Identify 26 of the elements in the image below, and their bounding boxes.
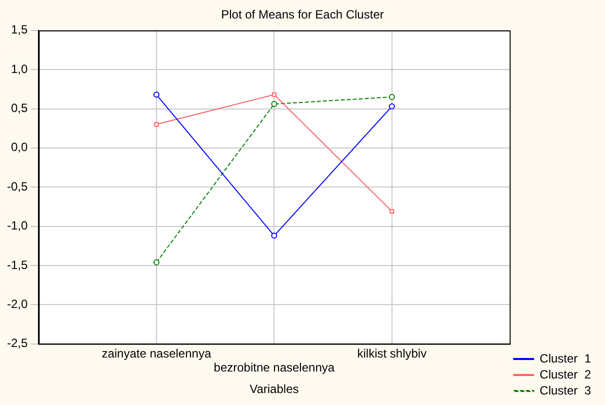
y-tick-label: 0,0 [10,140,28,154]
legend-label: Cluster 3 [540,383,592,398]
x-tick-label: bezrobitne naselennya [214,360,335,375]
point [153,92,160,98]
x-tick-label: zainyate naselennya [102,346,212,360]
y-tick-label: -2,5 [6,336,28,350]
point [388,103,395,110]
point [154,122,159,127]
chart-title: Plot of Means for Each Cluster [221,8,384,22]
y-tick-label: -1,5 [6,258,28,272]
point [271,101,278,108]
point [153,259,160,266]
y-tick-label: -0,5 [6,179,28,194]
y-tick-label: -1,0 [6,218,28,233]
y-tick-label: 1,5 [10,22,28,37]
point [388,94,395,100]
y-tick-label: -2,0 [6,296,28,311]
legend-label: Cluster 2 [540,367,592,382]
x-tick-label: kilkist shlybiv [357,346,427,360]
x-axis-title: Variables [250,382,299,396]
point [271,232,278,239]
y-tick-label: 1,0 [10,62,28,76]
point [390,209,394,214]
y-tick-label: 0,5 [10,101,28,116]
legend-label: Cluster 1 [540,351,592,366]
point [272,92,276,97]
